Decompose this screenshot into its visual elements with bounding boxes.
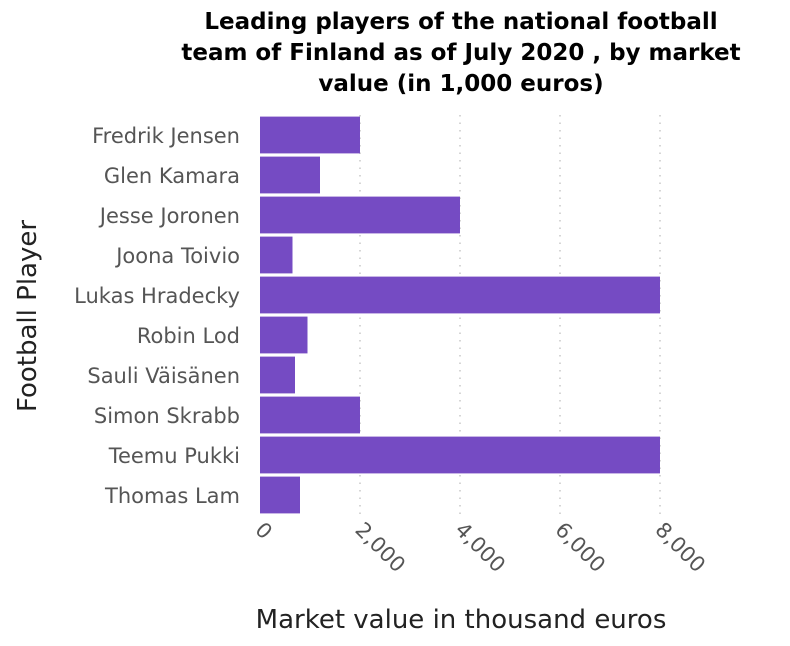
- chart-title-line-1: Leading players of the national football: [204, 9, 717, 35]
- bar: [260, 356, 295, 394]
- y-tick-label: Teemu Pukki: [108, 444, 240, 468]
- x-tick-label: 2,000: [350, 518, 409, 577]
- y-axis-title: Football Player: [13, 220, 43, 412]
- bar: [260, 436, 660, 474]
- y-tick-label: Glen Kamara: [104, 164, 240, 188]
- bar: [260, 276, 660, 314]
- y-tick-label: Simon Skrabb: [94, 404, 240, 428]
- bars: [260, 116, 660, 514]
- bar: [260, 316, 308, 354]
- chart-title-line-3: value (in 1,000 euros): [318, 71, 603, 97]
- bar: [260, 156, 320, 194]
- x-tick-label: 0: [250, 518, 276, 544]
- bar: [260, 196, 460, 234]
- y-tick-label: Fredrik Jensen: [92, 124, 240, 148]
- y-tick-label: Joona Toivio: [114, 244, 240, 268]
- bar: [260, 236, 293, 274]
- bar: [260, 396, 360, 434]
- chart-title: Leading players of the national football…: [181, 9, 740, 97]
- y-tick-label: Thomas Lam: [104, 484, 240, 508]
- x-tick-label: 4,000: [450, 518, 509, 577]
- y-tick-label: Robin Lod: [137, 324, 240, 348]
- bar: [260, 116, 360, 154]
- y-tick-label: Sauli Väisänen: [87, 364, 240, 388]
- y-tick-label: Jesse Joronen: [98, 204, 240, 228]
- y-axis-tick-labels: Fredrik Jensen Glen Kamara Jesse Joronen Jo…: [74, 124, 240, 508]
- bar: [260, 476, 300, 514]
- y-tick-label: Lukas Hradecky: [74, 284, 240, 308]
- x-tick-label: 8,000: [650, 518, 709, 577]
- x-tick-label: 6,000: [550, 518, 609, 577]
- x-axis-tick-labels: 0 2,000 4,000 6,000 8,000: [250, 518, 709, 577]
- x-axis-title: Market value in thousand euros: [256, 605, 667, 635]
- chart-title-line-2: team of Finland as of July 2020 , by mar…: [181, 40, 740, 66]
